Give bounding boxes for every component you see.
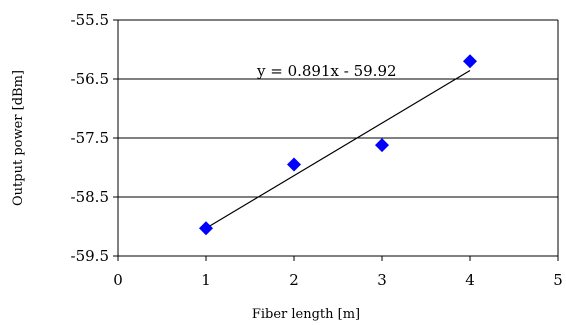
y-tick-labels: -55.5 -56.5 -57.5 -58.5 -59.5 (71, 11, 109, 265)
y-tick-label: -56.5 (71, 70, 109, 88)
trendline (205, 69, 471, 229)
gridlines (118, 19, 558, 257)
data-point (463, 54, 477, 69)
data-points (199, 54, 477, 236)
axes (113, 19, 559, 261)
y-tick-label: -59.5 (71, 247, 109, 265)
x-tick-labels: 0 1 2 3 4 5 (113, 271, 563, 289)
x-tick-label: 4 (465, 271, 475, 289)
x-tick-label: 1 (201, 271, 211, 289)
data-point (287, 157, 301, 172)
y-tick-label: -57.5 (71, 129, 109, 147)
data-point (375, 138, 389, 153)
x-tick-label: 0 (113, 271, 123, 289)
x-tick-label: 2 (289, 271, 299, 289)
x-axis-label: Fiber length [m] (252, 307, 360, 322)
y-axis-label: Output power [dBm] (11, 70, 26, 206)
x-tick-label: 5 (553, 271, 563, 289)
y-tick-label: -58.5 (71, 188, 109, 206)
y-tick-label: -55.5 (71, 11, 109, 29)
x-tick-label: 3 (377, 271, 387, 289)
trendline-line (205, 69, 471, 229)
trendline-equation: y = 0.891x - 59.92 (256, 62, 397, 80)
data-point (199, 221, 213, 236)
